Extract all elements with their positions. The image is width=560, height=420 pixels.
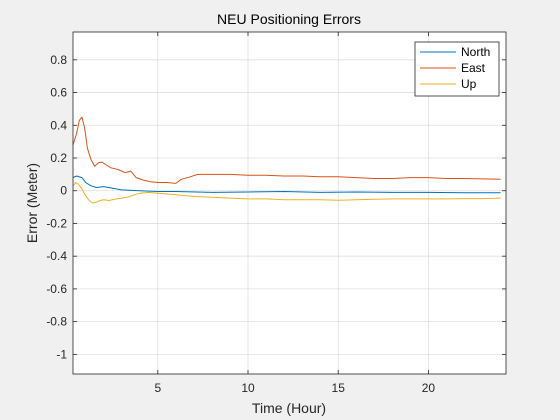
legend-label-north: North bbox=[461, 45, 490, 59]
y-tick-label: -0.8 bbox=[46, 315, 67, 329]
y-tick-label: 0 bbox=[60, 184, 67, 198]
y-tick-label: 0.6 bbox=[50, 86, 67, 100]
series-line-up bbox=[72, 182, 501, 204]
legend-label-east: East bbox=[461, 61, 486, 75]
legend: North East Up bbox=[414, 41, 500, 97]
x-tick-label: 5 bbox=[154, 381, 161, 395]
x-tick-label: 10 bbox=[241, 381, 255, 395]
y-tick-label: 0.4 bbox=[50, 118, 67, 132]
y-tick-label: -0.2 bbox=[46, 216, 67, 230]
series-layer bbox=[72, 116, 501, 204]
legend-box bbox=[414, 41, 500, 97]
plot-frame bbox=[72, 31, 507, 375]
series-line-north bbox=[72, 175, 501, 194]
chart-title: NEU Positioning Errors bbox=[217, 11, 361, 27]
x-axis-label: Time (Hour) bbox=[252, 400, 326, 416]
y-tick-label: -0.6 bbox=[46, 282, 67, 296]
ticks: 5 10 15 20 0.8 0.6 0.4 0.2 0 -0.2 -0.4 -0.6 -0.8 -1 bbox=[46, 32, 506, 395]
y-axis-label: Error (Meter) bbox=[24, 163, 40, 243]
legend-label-up: Up bbox=[461, 77, 477, 91]
y-tick-label: -0.4 bbox=[46, 249, 67, 263]
y-tick-label: 0.8 bbox=[50, 53, 67, 67]
x-tick-label: 20 bbox=[422, 381, 436, 395]
x-tick-label: 15 bbox=[332, 381, 346, 395]
y-tick-label: 0.2 bbox=[50, 151, 67, 165]
y-tick-label: -1 bbox=[56, 347, 67, 361]
series-line-east bbox=[72, 116, 501, 184]
